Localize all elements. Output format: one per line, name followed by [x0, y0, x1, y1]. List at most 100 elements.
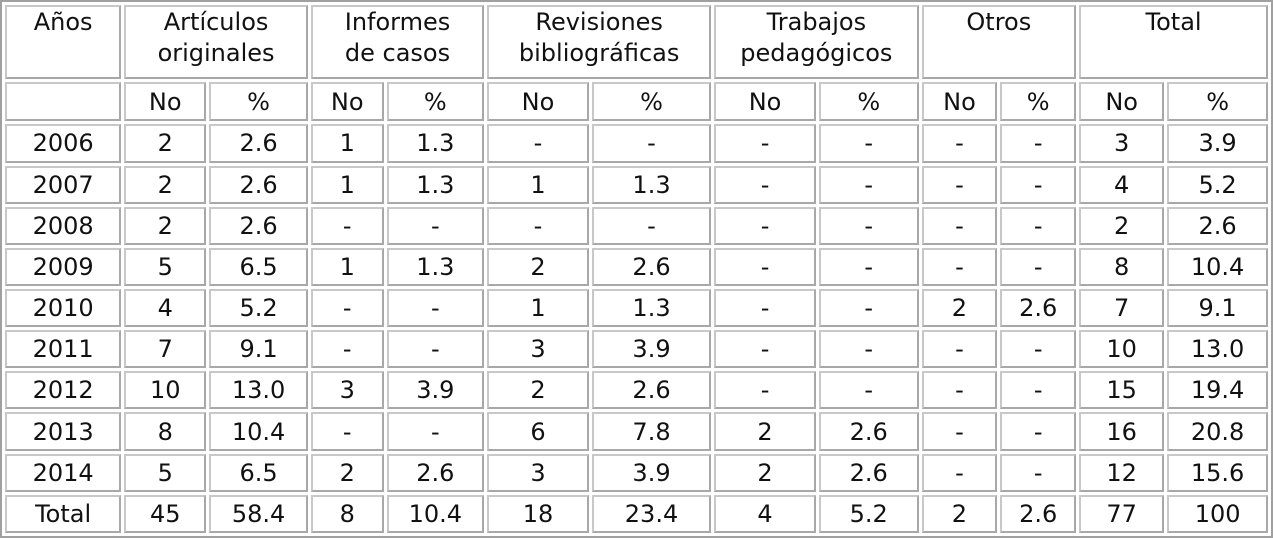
header-line: bibliográficas [518, 39, 680, 67]
value-cell: 10.4 [1167, 247, 1268, 287]
value-cell: 10 [124, 371, 207, 410]
value-cell: - [818, 124, 919, 163]
value-cell: - [1000, 371, 1077, 410]
value-cell: 5.2 [209, 289, 308, 328]
header-line: Revisiones [535, 8, 663, 36]
value-cell: 2.6 [209, 165, 308, 204]
value-cell: - [714, 124, 816, 163]
value-cell: 1.3 [386, 165, 485, 204]
data-row: 2008 2 2.6- - - - - - - -2 2.6 [5, 206, 1268, 245]
value-cell: 4 [124, 289, 207, 328]
value-cell: 9.1 [209, 330, 308, 369]
data-row: 2012 10 13.0 3 3.9 2 2.6- - - -15 19.4 [5, 371, 1268, 410]
data-row: 2007 2 2.6 1 1.3 1 1.3- - - -4 5.2 [5, 165, 1268, 204]
empty-cell [5, 82, 122, 122]
value-cell: 5.2 [1167, 165, 1268, 204]
value-cell: 5.2 [818, 494, 919, 533]
value-cell: - [1000, 330, 1077, 369]
value-cell: 8 [124, 412, 207, 451]
value-cell: 9.1 [1167, 289, 1268, 328]
year-cell: 2008 [5, 206, 122, 245]
group-header: Otros [921, 5, 1077, 80]
year-cell: 2013 [5, 412, 122, 451]
data-row: Total 45 58.4 8 10.4 18 23.4 4 5.2 2 2.6 77 100 [5, 494, 1268, 533]
value-cell: 3.9 [591, 330, 712, 369]
year-cell: 2012 [5, 371, 122, 410]
value-cell: 7 [1079, 289, 1165, 328]
value-cell: 4 [714, 494, 816, 533]
value-cell: - [1000, 453, 1077, 492]
value-cell: 2 [310, 453, 384, 492]
value-cell: - [714, 247, 816, 287]
value-cell: 23.4 [591, 494, 712, 533]
value-cell: - [921, 412, 998, 451]
value-cell: 4 [1079, 165, 1165, 204]
value-cell: - [818, 206, 919, 245]
value-cell: - [818, 371, 919, 410]
value-cell: 16 [1079, 412, 1165, 451]
group-header: Revisiones bibliográficas [487, 5, 712, 80]
data-row: 2010 4 5.2- -1 1.3- -2 2.6 7 9.1 [5, 289, 1268, 328]
value-cell: - [1000, 412, 1077, 451]
header-line: de casos [344, 39, 451, 67]
subheader: % [209, 82, 308, 122]
value-cell: - [386, 289, 485, 328]
value-cell: 2 [124, 206, 207, 245]
header-line: Años [33, 8, 93, 36]
value-cell: 8 [1079, 247, 1165, 287]
value-cell: 1 [310, 124, 384, 163]
value-cell: 2 [124, 165, 207, 204]
value-cell: 3.9 [591, 453, 712, 492]
value-cell: - [714, 371, 816, 410]
value-cell: 3 [487, 453, 589, 492]
value-cell: - [310, 206, 384, 245]
year-cell: 2010 [5, 289, 122, 328]
subheader: No [487, 82, 589, 122]
year-cell: 2006 [5, 124, 122, 163]
header-line: Informes [344, 8, 451, 36]
header-line: Total [1145, 8, 1202, 36]
value-cell: - [386, 206, 485, 245]
group-header: Años [5, 5, 122, 80]
data-row: 2006 2 2.6 1 1.3- - - - - -3 3.9 [5, 124, 1268, 163]
value-cell: - [921, 330, 998, 369]
value-cell: 100 [1167, 494, 1268, 533]
value-cell: - [714, 206, 816, 245]
value-cell: - [714, 330, 816, 369]
value-cell: 2 [487, 247, 589, 287]
value-cell: - [818, 247, 919, 287]
value-cell: 6 [487, 412, 589, 451]
value-cell: - [487, 206, 589, 245]
value-cell: 10.4 [386, 494, 485, 533]
group-header: Informes de casos [310, 5, 485, 80]
value-cell: 3.9 [386, 371, 485, 410]
group-header: Trabajos pedagógicos [714, 5, 919, 80]
value-cell: 10 [1079, 330, 1165, 369]
value-cell: 1 [310, 247, 384, 287]
value-cell: 2.6 [209, 124, 308, 163]
subheader: % [818, 82, 919, 122]
value-cell: 1.3 [591, 165, 712, 204]
value-cell: - [921, 124, 998, 163]
value-cell: - [714, 165, 816, 204]
value-cell: - [818, 330, 919, 369]
value-cell: 3.9 [1167, 124, 1268, 163]
value-cell: - [1000, 124, 1077, 163]
value-cell: 2 [921, 494, 998, 533]
value-cell: 6.5 [209, 247, 308, 287]
value-cell: 20.8 [1167, 412, 1268, 451]
subheader: No [714, 82, 816, 122]
value-cell: - [921, 371, 998, 410]
value-cell: - [714, 289, 816, 328]
header-line: pedagógicos [740, 39, 893, 67]
value-cell: 3 [310, 371, 384, 410]
value-cell: 2.6 [818, 412, 919, 451]
value-cell: 18 [487, 494, 589, 533]
value-cell: 5 [124, 453, 207, 492]
subheader: % [591, 82, 712, 122]
header-row: Años Artículos originales Informes de casos R… [5, 5, 1268, 80]
value-cell: 2 [921, 289, 998, 328]
data-row: 2014 5 6.5 2 2.6 3 3.9 2 2.6- -12 15.6 [5, 453, 1268, 492]
